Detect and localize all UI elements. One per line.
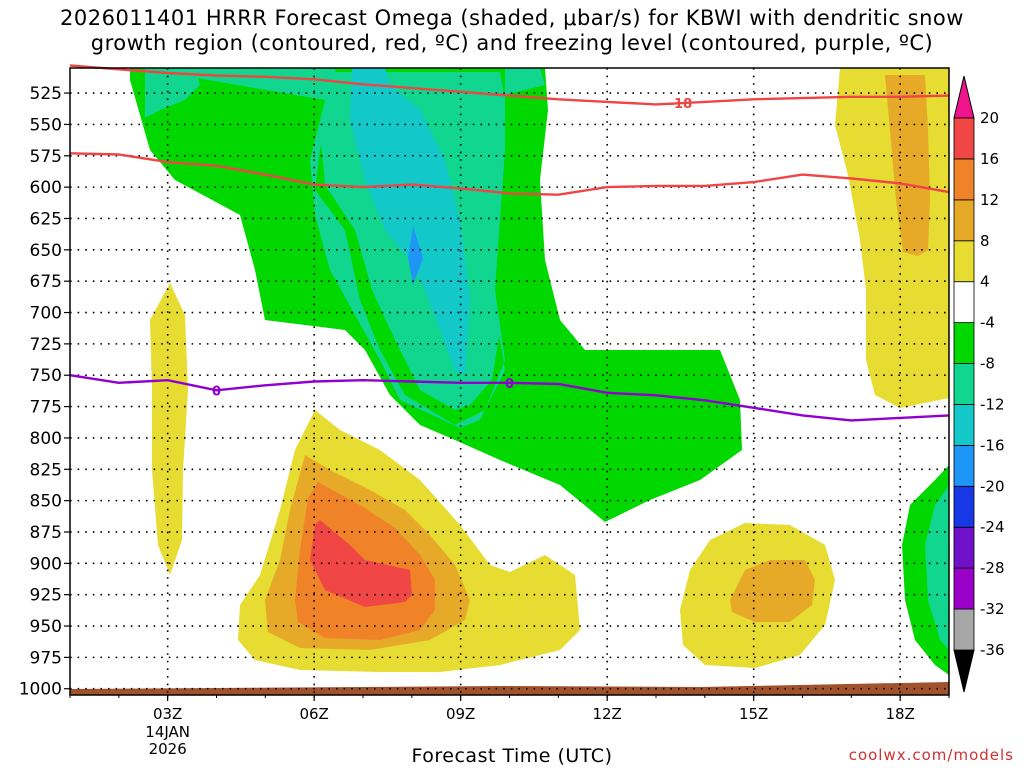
omega-shading bbox=[130, 68, 949, 675]
y-tick-label: 800 bbox=[30, 429, 62, 449]
colorbar-label: -36 bbox=[980, 641, 1005, 659]
colorbar-segment bbox=[953, 444, 975, 487]
colorbar-segment bbox=[953, 322, 975, 364]
contour-label: -18 bbox=[669, 97, 693, 112]
x-tick-label: 03Z bbox=[153, 705, 182, 723]
colorbar-label: -28 bbox=[980, 559, 1005, 577]
colorbar-segment bbox=[953, 363, 975, 405]
omega-region-plus4-left bbox=[150, 283, 188, 575]
y-tick-label: 600 bbox=[30, 178, 62, 198]
contour-lines: -18 0 0 bbox=[69, 64, 950, 422]
y-tick-label: 775 bbox=[30, 398, 62, 418]
colorbar-label: -4 bbox=[980, 314, 995, 332]
ground-strip bbox=[70, 682, 949, 695]
omega-region-minus16 bbox=[408, 226, 423, 285]
colorbar-label: -16 bbox=[980, 436, 1005, 454]
x-tick-label: 12Z bbox=[592, 705, 621, 723]
chart-title: 2026011401 HRRR Forecast Omega (shaded, … bbox=[0, 6, 1024, 56]
x-axis-label: Forecast Time (UTC) bbox=[411, 745, 613, 767]
x-tick-label: 09Z bbox=[446, 705, 475, 723]
colorbar-segment bbox=[953, 158, 975, 201]
contour-line-0 bbox=[69, 64, 950, 106]
y-tick-label: 850 bbox=[30, 492, 62, 512]
colorbar-segment bbox=[953, 281, 975, 324]
colorbar-label: 16 bbox=[980, 150, 999, 168]
y-tick-label: 825 bbox=[30, 460, 62, 480]
date-label: 2026 bbox=[149, 740, 187, 758]
y-tick-label: 675 bbox=[30, 272, 62, 292]
colorbar-label: -20 bbox=[980, 477, 1005, 495]
colorbar-label: 12 bbox=[980, 191, 999, 209]
y-tick-label: 525 bbox=[30, 84, 62, 104]
y-tick-label: 700 bbox=[30, 304, 62, 324]
colorbar-segment bbox=[953, 199, 975, 242]
y-tick-label: 750 bbox=[30, 366, 62, 386]
colorbar-segment bbox=[953, 240, 975, 283]
y-tick-label: 550 bbox=[30, 115, 62, 135]
colorbar-label: -32 bbox=[980, 600, 1005, 618]
colorbar-label: 4 bbox=[980, 273, 990, 291]
colorbar-segment bbox=[953, 404, 975, 446]
omega-region-plus8-mid bbox=[730, 560, 815, 622]
contour-label: 0 bbox=[212, 384, 221, 399]
colorbar-top-arrow bbox=[953, 75, 975, 119]
contour-label: 0 bbox=[505, 377, 514, 392]
y-tick-label: 650 bbox=[30, 241, 62, 261]
omega-region-minus8 bbox=[138, 68, 545, 428]
credit-text: coolwx.com/models bbox=[848, 746, 1014, 764]
colorbar-label: 20 bbox=[980, 109, 999, 127]
colorbar-segment bbox=[953, 485, 975, 528]
omega-region-plus8-top-right bbox=[885, 75, 930, 256]
omega-region-minus12 bbox=[350, 68, 470, 375]
colorbar-segment bbox=[953, 117, 975, 160]
contour-line-2 bbox=[69, 374, 950, 422]
y-tick-label: 900 bbox=[30, 554, 62, 574]
y-axis: 525 550 575 600 625 650 675 700 725 750 775 800 825 8… bbox=[19, 84, 70, 700]
chart-title-line-2: growth region (contoured, red, ºC) and f… bbox=[90, 31, 934, 55]
y-tick-label: 575 bbox=[30, 147, 62, 167]
colorbar: -36 -32 -28 -24 -20 -16 -12 -8 -4 4 8 12 16 20 bbox=[953, 75, 1005, 693]
colorbar-segment bbox=[953, 567, 975, 610]
y-tick-label: 925 bbox=[30, 586, 62, 606]
colorbar-bottom-arrow bbox=[953, 649, 975, 693]
y-tick-label: 1000 bbox=[19, 680, 62, 700]
contour-line-1 bbox=[69, 152, 950, 196]
omega-region-topleft bbox=[145, 68, 200, 118]
y-tick-label: 975 bbox=[30, 648, 62, 668]
x-tick-label: 15Z bbox=[739, 705, 768, 723]
y-tick-label: 950 bbox=[30, 617, 62, 637]
y-tick-label: 625 bbox=[30, 209, 62, 229]
colorbar-label: -12 bbox=[980, 395, 1005, 413]
omega-region-right-teal bbox=[925, 485, 949, 650]
colorbar-label: -24 bbox=[980, 518, 1005, 536]
colorbar-label: 8 bbox=[980, 232, 990, 250]
y-tick-label: 875 bbox=[30, 523, 62, 543]
y-tick-label: 725 bbox=[30, 335, 62, 355]
date-label: 14JAN bbox=[145, 723, 190, 741]
colorbar-segment bbox=[953, 608, 975, 651]
chart-title-line-1: 2026011401 HRRR Forecast Omega (shaded, … bbox=[60, 6, 964, 30]
x-tick-label: 18Z bbox=[885, 705, 914, 723]
omega-region-plus16 bbox=[310, 520, 412, 607]
x-tick-label: 06Z bbox=[299, 705, 328, 723]
colorbar-segment bbox=[953, 526, 975, 569]
colorbar-label: -8 bbox=[980, 355, 995, 373]
